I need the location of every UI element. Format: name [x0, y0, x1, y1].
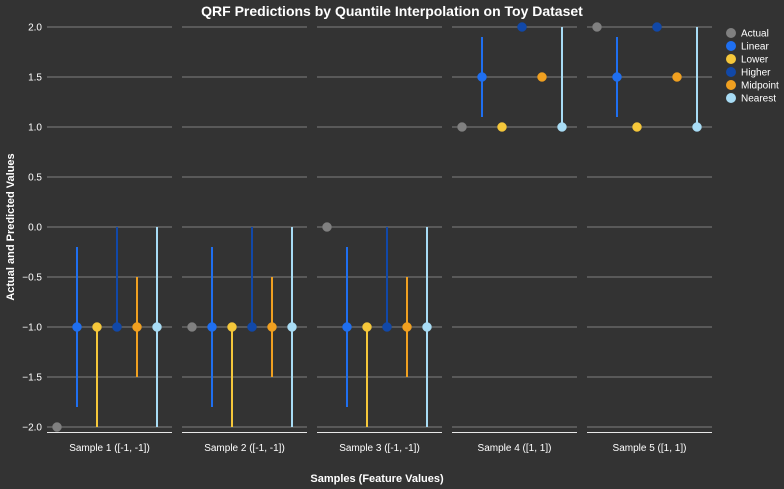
x-tick-label: Sample 4 ([1, 1]) — [478, 443, 552, 454]
legend-marker — [726, 67, 736, 77]
y-tick-label: −1.5 — [22, 373, 42, 384]
point-higher — [652, 22, 662, 32]
y-tick-label: 1.0 — [28, 123, 42, 134]
legend-item-nearest: Nearest — [726, 93, 776, 105]
legend: Actual Linear Lower Higher Midpoint Nearest — [726, 28, 779, 105]
point-linear — [612, 72, 622, 82]
legend-item-actual: Actual — [726, 28, 769, 40]
point-nearest — [152, 322, 162, 332]
x-tick-label: Sample 1 ([-1, -1]) — [69, 443, 150, 454]
legend-item-midpoint: Midpoint — [726, 80, 779, 92]
legend-marker — [726, 54, 736, 64]
legend-marker — [726, 28, 736, 38]
facet-panel: Sample 2 ([-1, -1]) — [182, 26, 307, 454]
plot-area: 2.0 1.5 1.0 0.5 0.0 −0.5 −1.0 −1.5 −2.0 Sample 1 … — [22, 22, 712, 454]
x-tick-label: Sample 2 ([-1, -1]) — [204, 443, 285, 454]
point-lower — [92, 322, 102, 332]
legend-marker — [726, 80, 736, 90]
y-tick-label: −2.0 — [22, 423, 42, 434]
point-midpoint — [537, 72, 547, 82]
point-midpoint — [402, 322, 412, 332]
legend-marker — [726, 93, 736, 103]
chart-title: QRF Predictions by Quantile Interpolatio… — [201, 3, 583, 19]
point-nearest — [422, 322, 432, 332]
point-higher — [517, 22, 527, 32]
legend-item-lower: Lower — [726, 54, 769, 66]
point-actual — [322, 222, 332, 232]
point-linear — [72, 322, 82, 332]
legend-marker — [726, 41, 736, 51]
legend-label: Lower — [741, 55, 769, 66]
point-lower — [362, 322, 372, 332]
point-actual — [187, 322, 197, 332]
point-nearest — [557, 122, 567, 132]
point-lower — [632, 122, 642, 132]
y-tick-label: −0.5 — [22, 273, 42, 284]
point-midpoint — [132, 322, 142, 332]
point-nearest — [692, 122, 702, 132]
legend-item-linear: Linear — [726, 41, 769, 53]
legend-label: Actual — [741, 29, 769, 40]
point-linear — [477, 72, 487, 82]
legend-label: Midpoint — [741, 81, 779, 92]
facet-panel: Sample 5 ([1, 1]) — [587, 22, 712, 454]
legend-item-higher: Higher — [726, 67, 771, 79]
point-linear — [342, 322, 352, 332]
y-axis-label: Actual and Predicted Values — [5, 153, 17, 300]
y-tick-label: 0.0 — [28, 223, 42, 234]
y-tick-label: 0.5 — [28, 173, 42, 184]
point-actual — [52, 422, 62, 432]
x-tick-label: Sample 5 ([1, 1]) — [613, 443, 687, 454]
x-axis-label: Samples (Feature Values) — [310, 473, 444, 485]
facet-panel: Sample 3 ([-1, -1]) — [317, 26, 442, 454]
y-tick-label: −1.0 — [22, 323, 42, 334]
point-higher — [382, 322, 392, 332]
x-tick-label: Sample 3 ([-1, -1]) — [339, 443, 420, 454]
y-tick-label: 1.5 — [28, 73, 42, 84]
facet-panel: Sample 1 ([-1, -1]) — [47, 26, 172, 454]
point-actual — [592, 22, 602, 32]
point-higher — [247, 322, 257, 332]
legend-label: Nearest — [741, 94, 776, 105]
point-linear — [207, 322, 217, 332]
point-lower — [497, 122, 507, 132]
point-higher — [112, 322, 122, 332]
legend-label: Higher — [741, 68, 771, 79]
point-actual — [457, 122, 467, 132]
point-midpoint — [267, 322, 277, 332]
point-midpoint — [672, 72, 682, 82]
y-tick-label: 2.0 — [28, 23, 42, 34]
legend-label: Linear — [741, 42, 769, 53]
point-nearest — [287, 322, 297, 332]
point-lower — [227, 322, 237, 332]
facet-panel: Sample 4 ([1, 1]) — [452, 22, 577, 454]
